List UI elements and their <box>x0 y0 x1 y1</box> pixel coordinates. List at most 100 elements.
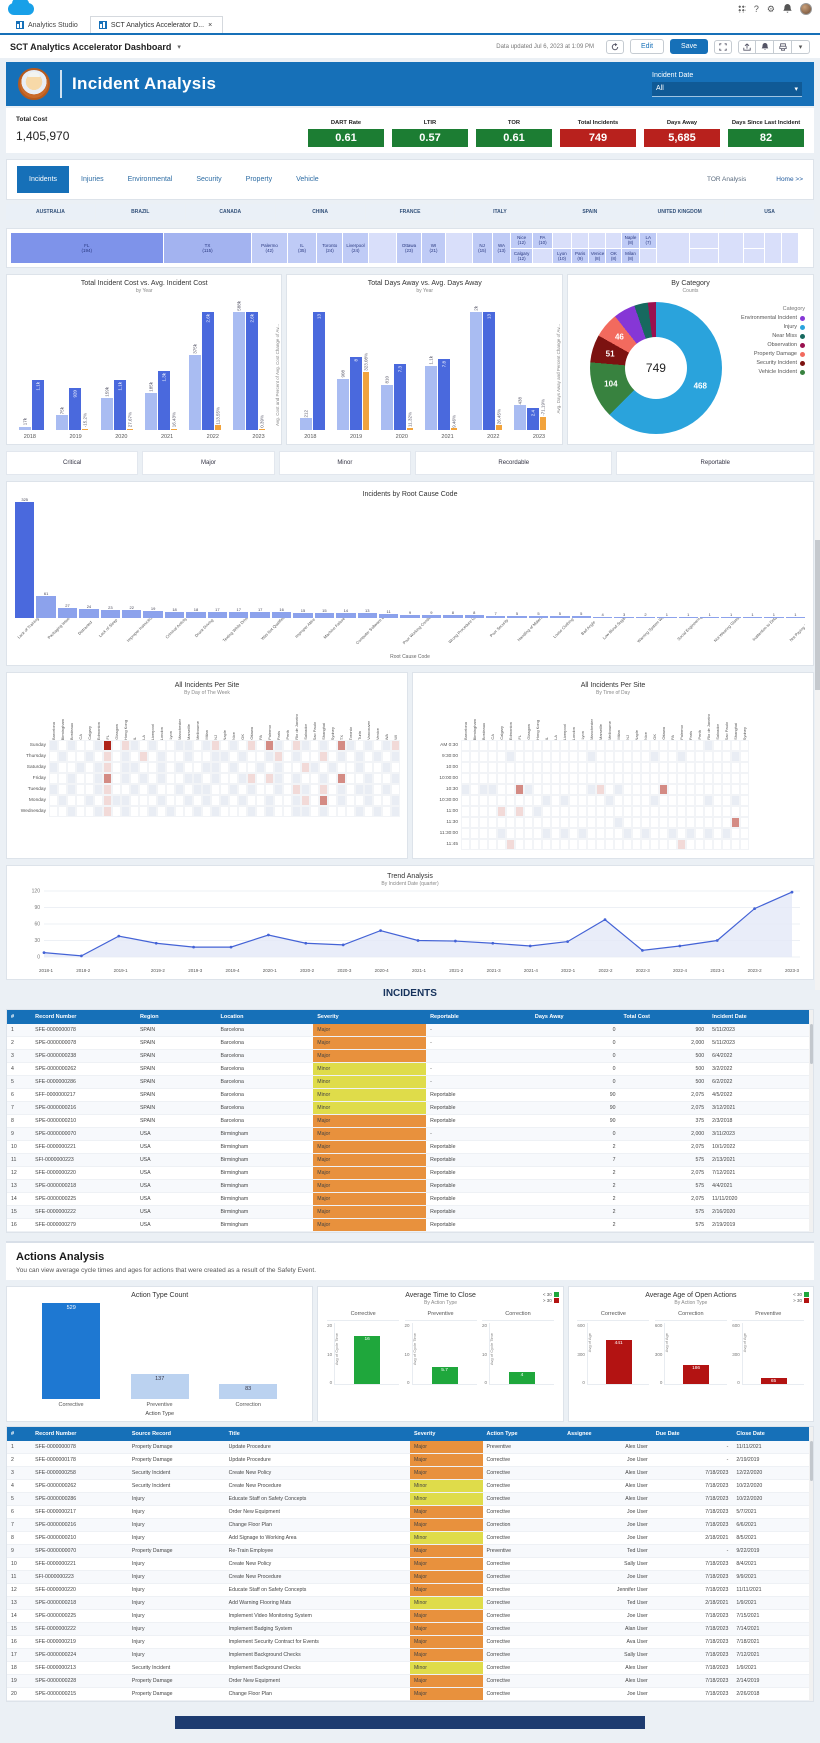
heatmap-cell[interactable] <box>121 784 130 795</box>
heatmap-cell[interactable] <box>319 806 328 817</box>
heatmap-cell[interactable] <box>587 773 596 784</box>
heatmap-cell[interactable] <box>247 773 256 784</box>
heatmap-cell[interactable] <box>740 839 749 850</box>
heatmap-cell[interactable] <box>632 795 641 806</box>
tab-vehicle[interactable]: Vehicle <box>296 176 319 183</box>
heatmap-cell[interactable] <box>121 773 130 784</box>
heatmap-cell[interactable] <box>641 817 650 828</box>
heatmap-cell[interactable] <box>668 839 677 850</box>
heatmap-cell[interactable] <box>641 828 650 839</box>
heatmap-cell[interactable] <box>596 817 605 828</box>
heatmap-cell[interactable] <box>391 784 400 795</box>
treemap-cell[interactable]: Lyon (10) <box>553 248 571 263</box>
heatmap-cell[interactable] <box>515 751 524 762</box>
heatmap-cell[interactable] <box>686 828 695 839</box>
heatmap-cell[interactable] <box>202 784 211 795</box>
heatmap-cell[interactable] <box>229 740 238 751</box>
heatmap-cell[interactable] <box>479 828 488 839</box>
heatmap-cell[interactable] <box>578 795 587 806</box>
heatmap-cell[interactable] <box>112 740 121 751</box>
heatmap-cell[interactable] <box>112 751 121 762</box>
heatmap-cell[interactable] <box>461 795 470 806</box>
heatmap-cell[interactable] <box>542 817 551 828</box>
heatmap-cell[interactable] <box>229 762 238 773</box>
heatmap-cell[interactable] <box>605 751 614 762</box>
heatmap-cell[interactable] <box>551 817 560 828</box>
heatmap-cell[interactable] <box>211 795 220 806</box>
heatmap-cell[interactable] <box>130 751 139 762</box>
heatmap-cell[interactable] <box>605 795 614 806</box>
heatmap-cell[interactable] <box>67 773 76 784</box>
heatmap-cell[interactable] <box>569 784 578 795</box>
table-row[interactable]: 4 SPE-0000000262 SPAIN Barcelona Minor -0 500 3… <box>7 1062 813 1076</box>
heatmap-cell[interactable] <box>542 751 551 762</box>
root-cause-bar[interactable]: 13 <box>357 608 377 618</box>
table-row[interactable]: 20 SPE-0000000215 Property Damage Change Fl… <box>7 1687 813 1701</box>
heatmap-cell[interactable] <box>605 828 614 839</box>
heatmap-cell[interactable] <box>740 762 749 773</box>
heatmap-cell[interactable] <box>382 773 391 784</box>
heatmap-cell[interactable] <box>157 806 166 817</box>
expand-icon[interactable] <box>714 39 732 54</box>
table-row[interactable]: 6 SFE-0000000217 Injury Order New Equipment… <box>7 1505 813 1519</box>
heatmap-cell[interactable] <box>479 817 488 828</box>
heatmap-cell[interactable] <box>542 828 551 839</box>
heatmap-cell[interactable] <box>184 806 193 817</box>
heatmap-cell[interactable] <box>605 817 614 828</box>
heatmap-cell[interactable] <box>623 817 632 828</box>
heatmap-cell[interactable] <box>292 784 301 795</box>
column-header[interactable]: # <box>7 1427 32 1441</box>
print-icon[interactable] <box>774 39 792 54</box>
heatmap-cell[interactable] <box>641 773 650 784</box>
heatmap-cell[interactable] <box>740 784 749 795</box>
heatmap-cell[interactable] <box>76 762 85 773</box>
heatmap-cell[interactable] <box>515 740 524 751</box>
heatmap-cell[interactable] <box>488 784 497 795</box>
heatmap-cell[interactable] <box>328 784 337 795</box>
heatmap-cell[interactable] <box>524 806 533 817</box>
table-row[interactable]: 11 SFI-0000000223 Injury Create New Procedu… <box>7 1570 813 1584</box>
treemap-cell[interactable]: WI (21) <box>421 233 446 263</box>
heatmap-cell[interactable] <box>542 762 551 773</box>
root-cause-bar[interactable]: 2 <box>635 612 656 618</box>
treemap-cell[interactable]: Palermo (42) <box>252 233 287 263</box>
heatmap-cell[interactable] <box>247 795 256 806</box>
heatmap-cell[interactable] <box>704 795 713 806</box>
heatmap-cell[interactable] <box>49 784 58 795</box>
column-header[interactable]: Incident Date <box>708 1010 813 1024</box>
heatmap-cell[interactable] <box>229 751 238 762</box>
heatmap-cell[interactable] <box>247 751 256 762</box>
more-caret-icon[interactable]: ▾ <box>792 39 810 54</box>
heatmap-cell[interactable] <box>211 806 220 817</box>
heatmap-cell[interactable] <box>677 795 686 806</box>
heatmap-cell[interactable] <box>515 773 524 784</box>
heatmap-cell[interactable] <box>292 762 301 773</box>
heatmap-cell[interactable] <box>596 806 605 817</box>
heatmap-cell[interactable] <box>94 795 103 806</box>
heatmap-cell[interactable] <box>283 784 292 795</box>
heatmap-cell[interactable] <box>650 762 659 773</box>
heatmap-cell[interactable] <box>560 806 569 817</box>
heatmap-cell[interactable] <box>157 740 166 751</box>
heatmap-cell[interactable] <box>184 762 193 773</box>
heatmap-cell[interactable] <box>506 795 515 806</box>
heatmap-cell[interactable] <box>686 751 695 762</box>
heatmap-cell[interactable] <box>740 751 749 762</box>
heatmap-cell[interactable] <box>355 740 364 751</box>
heatmap-cell[interactable] <box>319 740 328 751</box>
heatmap-cell[interactable] <box>542 795 551 806</box>
table-row[interactable]: 8 SPE-0000000210 Injury Add Signage to Work… <box>7 1531 813 1545</box>
heatmap-cell[interactable] <box>256 762 265 773</box>
root-cause-bar[interactable]: 17 <box>207 607 228 618</box>
heatmap-cell[interactable] <box>58 773 67 784</box>
heatmap-cell[interactable] <box>364 762 373 773</box>
heatmap-cell[interactable] <box>202 762 211 773</box>
heatmap-cell[interactable] <box>166 773 175 784</box>
heatmap-cell[interactable] <box>641 839 650 850</box>
heatmap-cell[interactable] <box>157 773 166 784</box>
treemap-cell[interactable]: Paris (9) <box>571 248 589 263</box>
heatmap-cell[interactable] <box>355 806 364 817</box>
heatmap-cell[interactable] <box>713 784 722 795</box>
table-scrollbar[interactable] <box>809 1010 813 1232</box>
heatmap-cell[interactable] <box>596 795 605 806</box>
